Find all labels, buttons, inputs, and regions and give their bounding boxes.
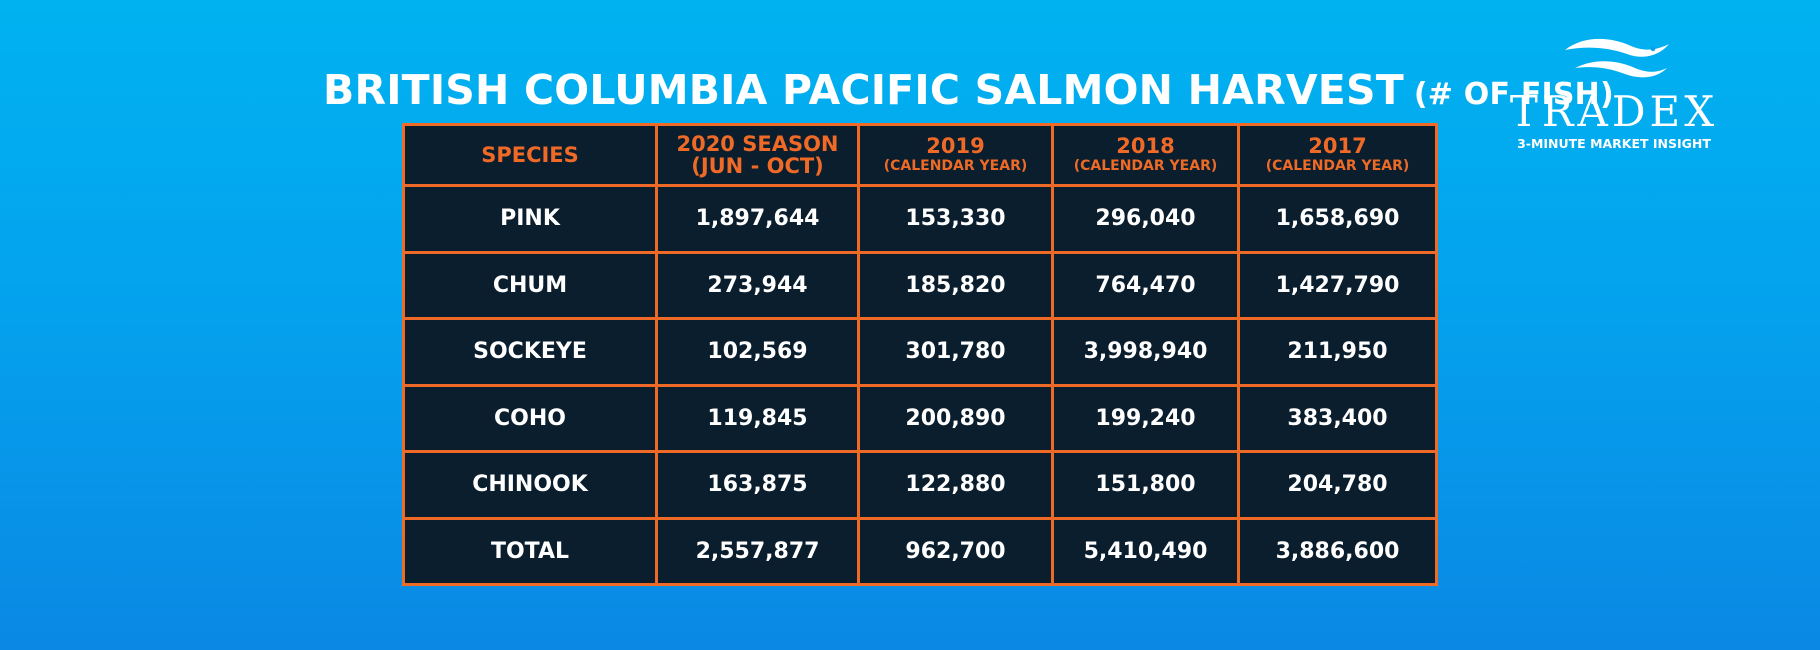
column-header: 2019 (CALENDAR YEAR) (857, 123, 1054, 187)
value-cell: 962,700 (857, 516, 1054, 586)
column-header-sublabel: (JUN - OCT) (691, 154, 824, 178)
table-row: PINK 1,897,644 153,330 296,040 1,658,690 (402, 184, 1438, 254)
column-header: 2018 (CALENDAR YEAR) (1051, 123, 1240, 187)
value-cell: 122,880 (857, 450, 1054, 520)
salmon-harvest-table: SPECIES 2020 SEASON (JUN - OCT) 2019 (CALEND… (402, 123, 1438, 586)
value-cell: 119,845 (655, 383, 860, 453)
column-header-label: 2019 (926, 134, 985, 158)
chart-title-main: BRITISH COLUMBIA PACIFIC SALMON HARVEST (323, 66, 1404, 114)
logo-tagline: 3-MINUTE MARKET INSIGHT (1517, 136, 1711, 151)
value-cell: 185,820 (857, 250, 1054, 320)
column-header-label: 2020 SEASON (676, 132, 839, 156)
column-header-sublabel: (CALENDAR YEAR) (1073, 158, 1218, 174)
species-cell: PINK (402, 184, 658, 254)
column-header-label: 2018 (1116, 134, 1175, 158)
value-cell: 153,330 (857, 184, 1054, 254)
column-header-sublabel: (CALENDAR YEAR) (1265, 158, 1410, 174)
value-cell: 1,427,790 (1237, 250, 1438, 320)
column-header: 2017 (CALENDAR YEAR) (1237, 123, 1438, 187)
table-body: PINK 1,897,644 153,330 296,040 1,658,690 CHUM… (402, 184, 1438, 586)
table-row: SOCKEYE 102,569 301,780 3,998,940 211,950 (402, 317, 1438, 387)
value-cell: 199,240 (1051, 383, 1240, 453)
tradex-logo: TRADEX 3-MINUTE MARKET INSIGHT (1505, 38, 1723, 153)
species-cell: CHINOOK (402, 450, 658, 520)
table-row: CHINOOK 163,875 122,880 151,800 204,780 (402, 450, 1438, 520)
species-cell: SOCKEYE (402, 317, 658, 387)
fish-wave-icon (1565, 38, 1669, 78)
logo-wordmark: TRADEX (1509, 87, 1719, 136)
value-cell: 5,410,490 (1051, 516, 1240, 586)
total-row: TOTAL 2,557,877 962,700 5,410,490 3,886,600 (402, 516, 1438, 586)
value-cell: 1,658,690 (1237, 184, 1438, 254)
column-header-label: 2017 (1308, 134, 1367, 158)
value-cell: 1,897,644 (655, 184, 860, 254)
column-header: SPECIES (402, 123, 658, 187)
species-cell: COHO (402, 383, 658, 453)
value-cell: 2,557,877 (655, 516, 860, 586)
table-header-row: SPECIES 2020 SEASON (JUN - OCT) 2019 (CALEND… (402, 123, 1438, 187)
value-cell: 211,950 (1237, 317, 1438, 387)
value-cell: 102,569 (655, 317, 860, 387)
table-row: CHUM 273,944 185,820 764,470 1,427,790 (402, 250, 1438, 320)
value-cell: 151,800 (1051, 450, 1240, 520)
column-header-label: SPECIES (481, 143, 579, 167)
chart-title-units: (# OF FISH) (1413, 77, 1614, 112)
value-cell: 273,944 (655, 250, 860, 320)
table-row: COHO 119,845 200,890 199,240 383,400 (402, 383, 1438, 453)
value-cell: 3,886,600 (1237, 516, 1438, 586)
value-cell: 296,040 (1051, 184, 1240, 254)
value-cell: 3,998,940 (1051, 317, 1240, 387)
column-header-sublabel: (CALENDAR YEAR) (883, 158, 1028, 174)
value-cell: 163,875 (655, 450, 860, 520)
chart-title: BRITISH COLUMBIA PACIFIC SALMON HARVEST (… (323, 64, 1614, 121)
value-cell: 383,400 (1237, 383, 1438, 453)
species-cell: TOTAL (402, 516, 658, 586)
column-header: 2020 SEASON (JUN - OCT) (655, 123, 860, 187)
value-cell: 200,890 (857, 383, 1054, 453)
species-cell: CHUM (402, 250, 658, 320)
value-cell: 204,780 (1237, 450, 1438, 520)
value-cell: 764,470 (1051, 250, 1240, 320)
value-cell: 301,780 (857, 317, 1054, 387)
